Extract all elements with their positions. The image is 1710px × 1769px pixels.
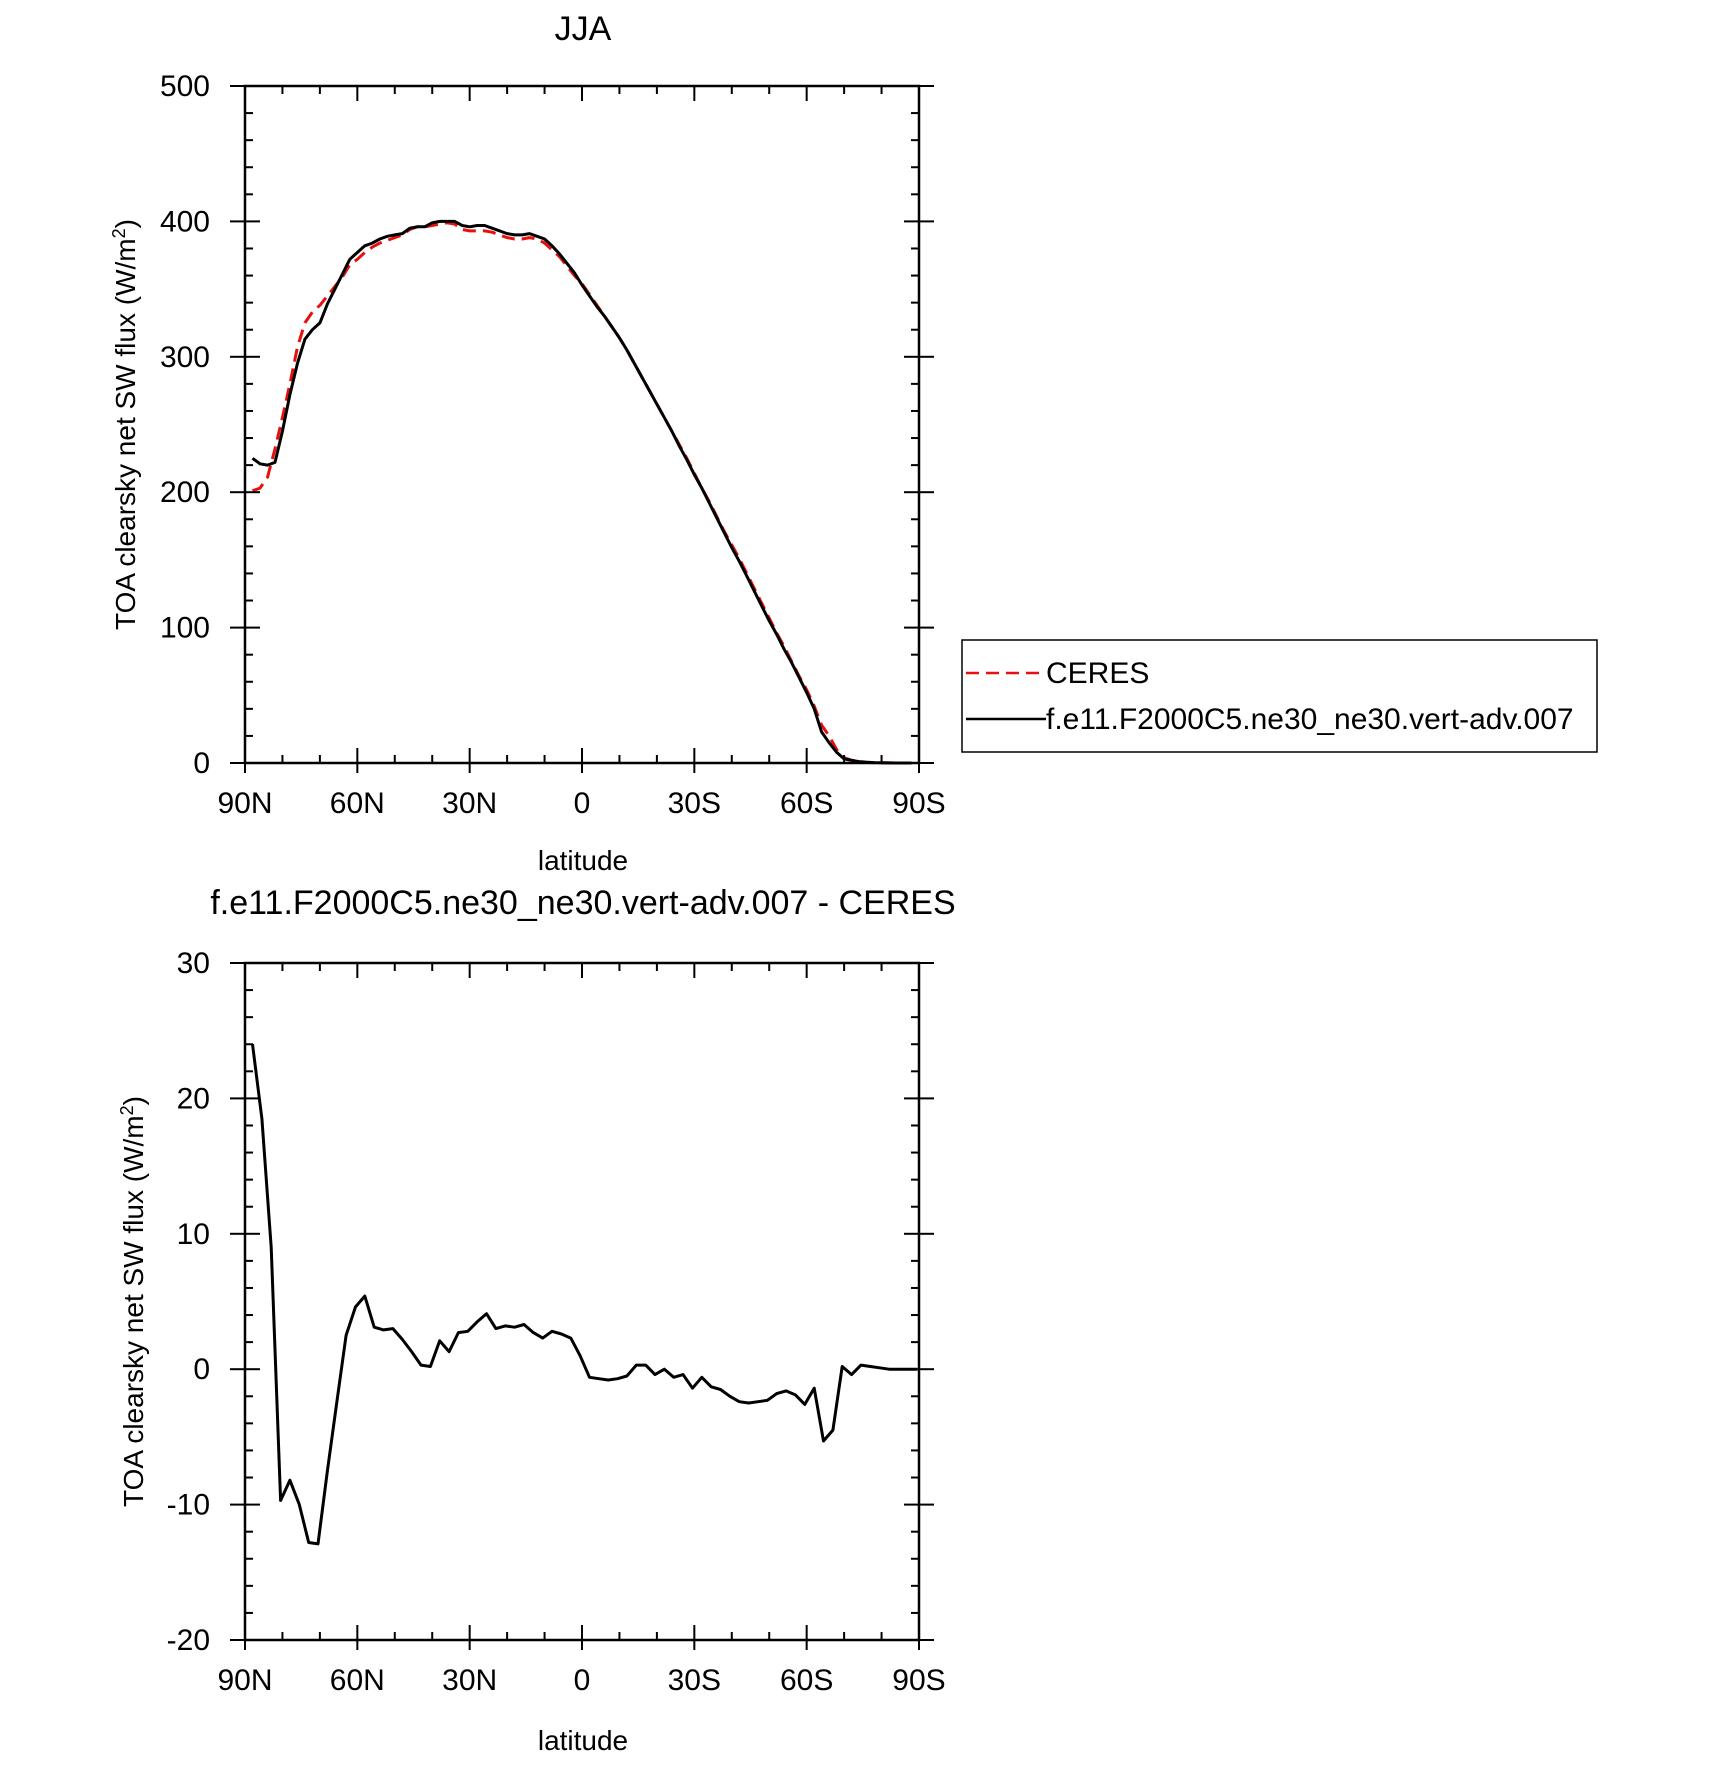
top-series-layer <box>251 219 912 765</box>
legend-label-ceres: CERES <box>1046 657 1149 690</box>
bottom-series-line-0 <box>251 1044 918 1546</box>
top-x-tick-label: 90S <box>892 787 945 820</box>
bottom-plot-frame <box>243 961 921 1642</box>
bottom-x-tick-label: 60N <box>330 1664 385 1697</box>
bottom-x-tick-label: 90S <box>892 1664 945 1697</box>
top-x-tick-label: 30S <box>668 787 721 820</box>
bottom-x-tick-label: 0 <box>574 1664 591 1697</box>
bottom-plot-area: 90N 60N 30N 0 30S 60S 90S -20 -10 0 10 20 30 <box>167 947 946 1697</box>
bottom-x-axis-label: latitude <box>538 1725 628 1756</box>
top-x-tick-label: 90N <box>217 787 272 820</box>
top-chart-title: JJA <box>555 10 612 48</box>
top-x-tick-label: 60N <box>330 787 385 820</box>
bottom-chart-title: f.e11.F2000C5.ne30_ne30.vert-adv.007 - C… <box>210 884 955 922</box>
top-x-tick-label: 30N <box>442 787 497 820</box>
top-series-line-1 <box>251 219 912 765</box>
legend-label-model: f.e11.F2000C5.ne30_ne30.vert-adv.007 <box>1046 703 1574 736</box>
bottom-y-axis-label-text: TOA clearsky net SW flux (W/m2) <box>117 1096 149 1507</box>
bottom-x-tick-label: 60S <box>780 1664 833 1697</box>
top-y-tick-label: 200 <box>160 476 210 509</box>
legend: CERES f.e11.F2000C5.ne30_ne30.vert-adv.0… <box>961 639 1598 753</box>
top-axis-ticks: 90N 60N 30N 0 30S 60S 90S 0 100 200 300 400 500 <box>160 70 946 820</box>
bottom-series-layer <box>251 1044 918 1546</box>
top-y-tick-label: 0 <box>193 747 210 780</box>
top-y-tick-label: 100 <box>160 612 210 645</box>
top-y-tick-label: 400 <box>160 205 210 238</box>
bottom-y-tick-label: 10 <box>177 1218 210 1251</box>
bottom-x-tick-label: 30N <box>442 1664 497 1697</box>
bottom-y-tick-label: 20 <box>177 1082 210 1115</box>
legend-box <box>961 639 1598 753</box>
top-y-axis-label-sup: 2 <box>109 228 129 238</box>
top-y-tick-label: 500 <box>160 70 210 103</box>
bottom-y-axis-label: TOA clearsky net SW flux (W/m2) <box>117 1096 149 1507</box>
top-y-axis-label: TOA clearsky net SW flux (W/m2) <box>109 219 141 630</box>
top-series-line-0 <box>251 221 912 765</box>
top-x-axis-label: latitude <box>538 845 628 876</box>
bottom-axis-ticks: 90N 60N 30N 0 30S 60S 90S -20 -10 0 10 20 30 <box>167 947 946 1697</box>
top-y-tick-label: 300 <box>160 341 210 374</box>
bottom-chart: f.e11.F2000C5.ne30_ne30.vert-adv.007 - C… <box>117 884 956 1756</box>
top-plot-frame <box>243 84 921 765</box>
bottom-y-axis-label-tail: ) <box>118 1096 149 1105</box>
top-x-tick-label: 60S <box>780 787 833 820</box>
top-x-tick-label: 0 <box>574 787 591 820</box>
top-chart: JJA 90N 60N 30N 0 30S 60S 90S0100200300400500 … <box>109 10 946 876</box>
top-plot-area: 90N 60N 30N 0 30S 60S 90S 0 100 200 300 400 500 <box>160 70 946 820</box>
top-y-axis-label-tail: ) <box>110 219 141 228</box>
bottom-y-axis-label-sup: 2 <box>117 1105 137 1115</box>
bottom-x-tick-label: 90N <box>217 1664 272 1697</box>
bottom-y-tick-label: 0 <box>193 1353 210 1386</box>
bottom-y-tick-label: -10 <box>167 1489 210 1522</box>
bottom-y-tick-label: 30 <box>177 947 210 980</box>
top-y-axis-label-text: TOA clearsky net SW flux (W/m2) <box>109 219 141 630</box>
bottom-x-tick-label: 30S <box>668 1664 721 1697</box>
bottom-y-tick-label: -20 <box>167 1624 210 1657</box>
